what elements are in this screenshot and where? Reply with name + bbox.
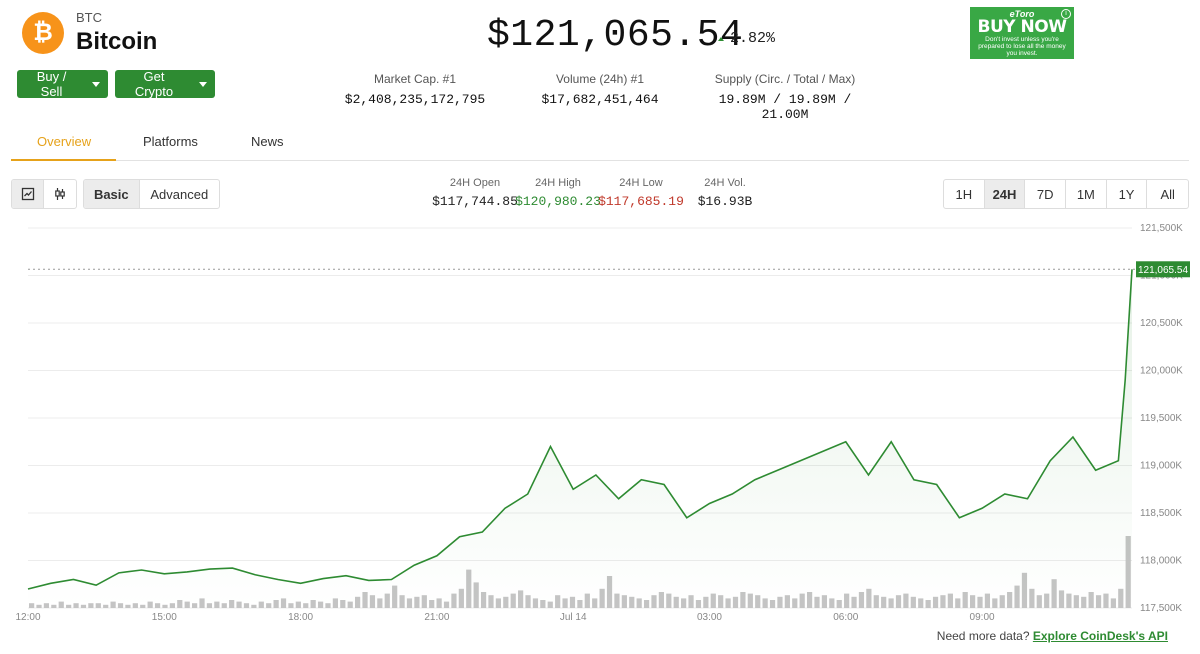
price-change: 2.82%	[718, 30, 775, 47]
y-tick-label: 119,000K	[1140, 461, 1182, 472]
basic-mode-button[interactable]: Basic	[84, 180, 140, 208]
day-stat-value: $117,744.85	[432, 194, 518, 209]
line-chart-icon	[21, 187, 34, 201]
stat-label: Volume (24h) #1	[555, 72, 645, 86]
tab-platforms[interactable]: Platforms	[143, 134, 198, 149]
range-24h[interactable]: 24H	[984, 180, 1026, 208]
active-tab-indicator	[11, 159, 116, 161]
supply-stat: Supply (Circ. / Total / Max) 19.89M / 19…	[695, 72, 875, 122]
day-stat-label: 24H Vol.	[704, 177, 746, 189]
market-cap-stat: Market Cap. #1 $2,408,235,172,795	[340, 72, 490, 107]
stat-value: $17,682,451,464	[541, 92, 659, 107]
chart-mode-toggle: Basic Advanced	[83, 179, 220, 209]
coin-symbol: BTC	[76, 10, 102, 25]
price-chart[interactable]: 117,500K 118,000K 118,500K 119,000K 119,500K…	[0, 222, 1200, 632]
etoro-ad[interactable]: i eToro BUY NOW Don't invest unless you'…	[970, 7, 1074, 59]
bitcoin-logo-icon: ₿	[22, 12, 64, 54]
volume-stat: Volume (24h) #1 $17,682,451,464	[530, 72, 670, 107]
info-icon[interactable]: i	[1061, 9, 1071, 19]
x-tick-label: 15:00	[152, 612, 177, 623]
x-tick-label: 06:00	[833, 612, 858, 623]
x-tick-label: 12:00	[15, 612, 40, 623]
day-low: 24H Low $117,685.19	[598, 177, 684, 209]
x-tick-label: 09:00	[970, 612, 995, 623]
advanced-mode-button[interactable]: Advanced	[150, 186, 209, 202]
ad-cta: BUY NOW	[977, 17, 1067, 37]
ad-disclaimer: Don't invest unless you're prepared to l…	[978, 36, 1066, 57]
day-high: 24H High $120,980.23	[515, 177, 601, 209]
price-line	[27, 269, 1133, 590]
coin-name: Bitcoin	[76, 28, 158, 55]
day-stat-value: $120,980.23	[515, 194, 601, 209]
current-price-tag	[1136, 261, 1190, 278]
y-tick-label: 119,500K	[1140, 413, 1182, 424]
candlestick-chart-button[interactable]	[44, 180, 76, 208]
arrow-up-icon	[718, 36, 724, 41]
day-stat-value: $16.93B	[697, 194, 753, 209]
price-change-value: 2.82%	[730, 30, 776, 47]
x-tick-label: 03:00	[697, 612, 722, 623]
stat-label: Market Cap. #1	[373, 72, 457, 86]
range-all[interactable]: All	[1160, 186, 1175, 202]
x-tick-label: Jul 14	[560, 612, 587, 623]
day-stat-label: 24H High	[535, 177, 581, 189]
buy-sell-label: Buy / Sell	[36, 69, 67, 99]
stat-value: $2,408,235,172,795	[344, 92, 486, 107]
x-tick-label: 21:00	[424, 612, 449, 623]
buy-sell-button[interactable]: Buy / Sell	[17, 69, 108, 99]
y-tick-label: 120,000K	[1140, 366, 1183, 377]
stat-value: 19.89M / 19.89M / 21.00M	[718, 92, 852, 122]
chevron-down-icon	[199, 81, 207, 87]
tab-news[interactable]: News	[251, 134, 284, 149]
chart-type-toggle	[11, 179, 77, 209]
get-crypto-button[interactable]: Get Crypto	[115, 69, 215, 99]
stat-label: Supply (Circ. / Total / Max)	[714, 72, 856, 86]
api-promo-text: Need more data?	[936, 629, 1030, 643]
y-tick-label: 120,500K	[1140, 318, 1183, 329]
range-1y[interactable]: 1Y	[1107, 180, 1148, 208]
range-7d[interactable]: 7D	[1025, 180, 1067, 208]
price-area	[28, 269, 1132, 608]
current-price-tag-label: 121,065.54	[1138, 265, 1188, 276]
chevron-down-icon	[92, 81, 100, 87]
range-1m[interactable]: 1M	[1066, 180, 1107, 208]
ad-brand: eToro	[1009, 9, 1035, 19]
tab-overview[interactable]: Overview	[37, 134, 92, 149]
current-price: $121,065.54	[487, 14, 744, 57]
x-tick-label: 18:00	[288, 612, 313, 623]
y-tick-label: 117,500K	[1140, 603, 1182, 614]
y-tick-label: 118,500K	[1140, 508, 1182, 519]
day-open: 24H Open $117,744.85	[432, 177, 518, 209]
explore-api-link[interactable]: Explore CoinDesk's API	[1032, 629, 1168, 643]
time-range-selector: 1H 24H 7D 1M 1Y All	[943, 179, 1189, 209]
day-stat-value: $117,685.19	[598, 194, 684, 209]
section-tabs: Overview Platforms News	[11, 124, 1189, 161]
day-stat-label: 24H Open	[449, 177, 501, 189]
day-volume: 24H Vol. $16.93B	[690, 177, 760, 209]
y-tick-label: 121,500K	[1140, 223, 1183, 234]
day-stat-label: 24H Low	[619, 177, 663, 189]
api-promo: Need more data? Explore CoinDesk's API	[937, 629, 1168, 643]
range-1h[interactable]: 1H	[944, 180, 985, 208]
get-crypto-label: Get Crypto	[134, 69, 174, 99]
y-tick-label: 118,000K	[1140, 556, 1182, 567]
line-chart-button[interactable]	[12, 180, 45, 208]
candlestick-icon	[55, 188, 65, 200]
